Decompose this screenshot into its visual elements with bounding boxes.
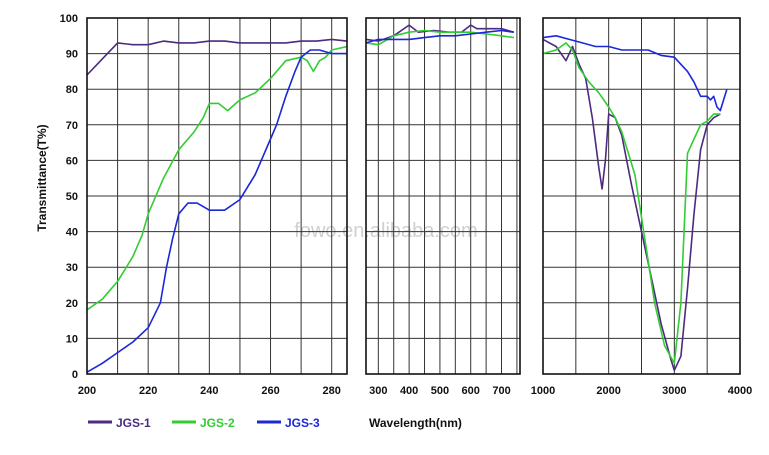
x-tick-label: 280 (323, 385, 341, 397)
chart-panels: 200 220 240 260 280 300 400 500 600 700 1000 2000 30… (78, 17, 752, 397)
panel-frame (86, 17, 348, 375)
chart-panel-2: 300 400 500 600 700 (365, 17, 521, 397)
x-tick-label: 1000 (531, 385, 555, 397)
chart-panel-3: 1000 2000 3000 4000 (531, 17, 752, 397)
y-tick-label: 70 (66, 120, 78, 132)
x-tick-label: 200 (78, 385, 96, 397)
y-tick-label: 10 (66, 333, 78, 345)
y-tick-label: 50 (66, 191, 78, 203)
y-tick-label: 20 (66, 298, 78, 310)
panel-frame (542, 17, 741, 375)
series-line-jgs-2 (87, 45, 347, 311)
series-line-jgs-1 (87, 38, 347, 76)
y-tick-label: 30 (66, 262, 78, 274)
x-tick-label: 600 (462, 385, 480, 397)
legend-item-jgs-1: JGS-1 (88, 416, 151, 430)
x-tick-label: 400 (400, 385, 418, 397)
x-axis-title: Wavelength(nm) (369, 416, 462, 430)
series-line-jgs-3 (366, 29, 514, 44)
y-tick-labels: 0 10 20 30 40 50 60 70 80 90 100 (60, 13, 78, 381)
x-tick-label: 2000 (596, 385, 620, 397)
series-line-jgs-1 (543, 38, 721, 372)
legend: JGS-1 JGS-2 JGS-3 (88, 416, 320, 430)
chart-panel-1: 200 220 240 260 280 (78, 17, 348, 397)
watermark: fowo.en.alibaba.com (294, 220, 477, 242)
y-tick-label: 60 (66, 155, 78, 167)
panel-frame (365, 17, 521, 375)
y-tick-label: 90 (66, 49, 78, 61)
x-tick-label: 700 (492, 385, 510, 397)
x-tick-label: 300 (369, 385, 387, 397)
legend-label: JGS-2 (200, 416, 235, 430)
x-tick-label: 3000 (662, 385, 686, 397)
series-line-jgs-3 (87, 49, 347, 373)
legend-item-jgs-3: JGS-3 (257, 416, 320, 430)
legend-label: JGS-1 (116, 416, 151, 430)
y-tick-label: 80 (66, 84, 78, 96)
y-axis-title: Transmittance(T%) (35, 124, 49, 231)
series-line-jgs-3 (543, 34, 728, 112)
y-tick-label: 100 (60, 13, 78, 25)
legend-item-jgs-2: JGS-2 (172, 416, 235, 430)
legend-label: JGS-3 (285, 416, 320, 430)
x-tick-label: 260 (261, 385, 279, 397)
y-tick-label: 40 (66, 227, 78, 239)
x-tick-label: 220 (139, 385, 157, 397)
x-tick-label: 240 (200, 385, 218, 397)
y-tick-label: 0 (72, 369, 78, 381)
x-tick-label: 500 (431, 385, 449, 397)
series-line-jgs-2 (543, 42, 721, 365)
x-tick-label: 4000 (728, 385, 752, 397)
